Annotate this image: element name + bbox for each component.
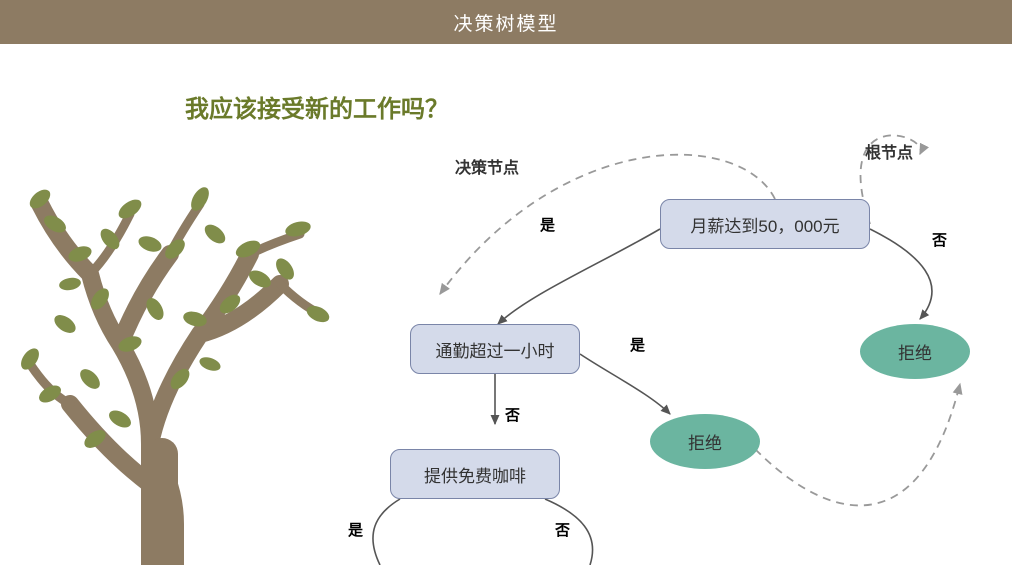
node-reject2: 拒绝 [650, 414, 760, 469]
header-bar: 决策树模型 [0, 0, 1012, 44]
edge-label: 是 [540, 214, 555, 235]
node-root: 月薪达到50，000元 [660, 199, 870, 249]
node-coffee: 提供免费咖啡 [390, 449, 560, 499]
tree-illustration [0, 144, 350, 565]
edge-label: 是 [630, 334, 645, 355]
edge-label: 是 [348, 519, 363, 540]
node-reject1: 拒绝 [860, 324, 970, 379]
annotation: 根节点 [865, 139, 913, 163]
header-title: 决策树模型 [453, 9, 558, 36]
edge-label: 否 [555, 519, 570, 540]
edge-label: 否 [505, 404, 520, 425]
annotation: 决策节点 [455, 154, 519, 178]
question-text: 我应该接受新的工作吗？ [185, 89, 449, 124]
edge-label: 否 [932, 229, 947, 250]
diagram-canvas: 我应该接受新的工作吗？ [0, 44, 1012, 565]
node-commute: 通勤超过一小时 [410, 324, 580, 374]
